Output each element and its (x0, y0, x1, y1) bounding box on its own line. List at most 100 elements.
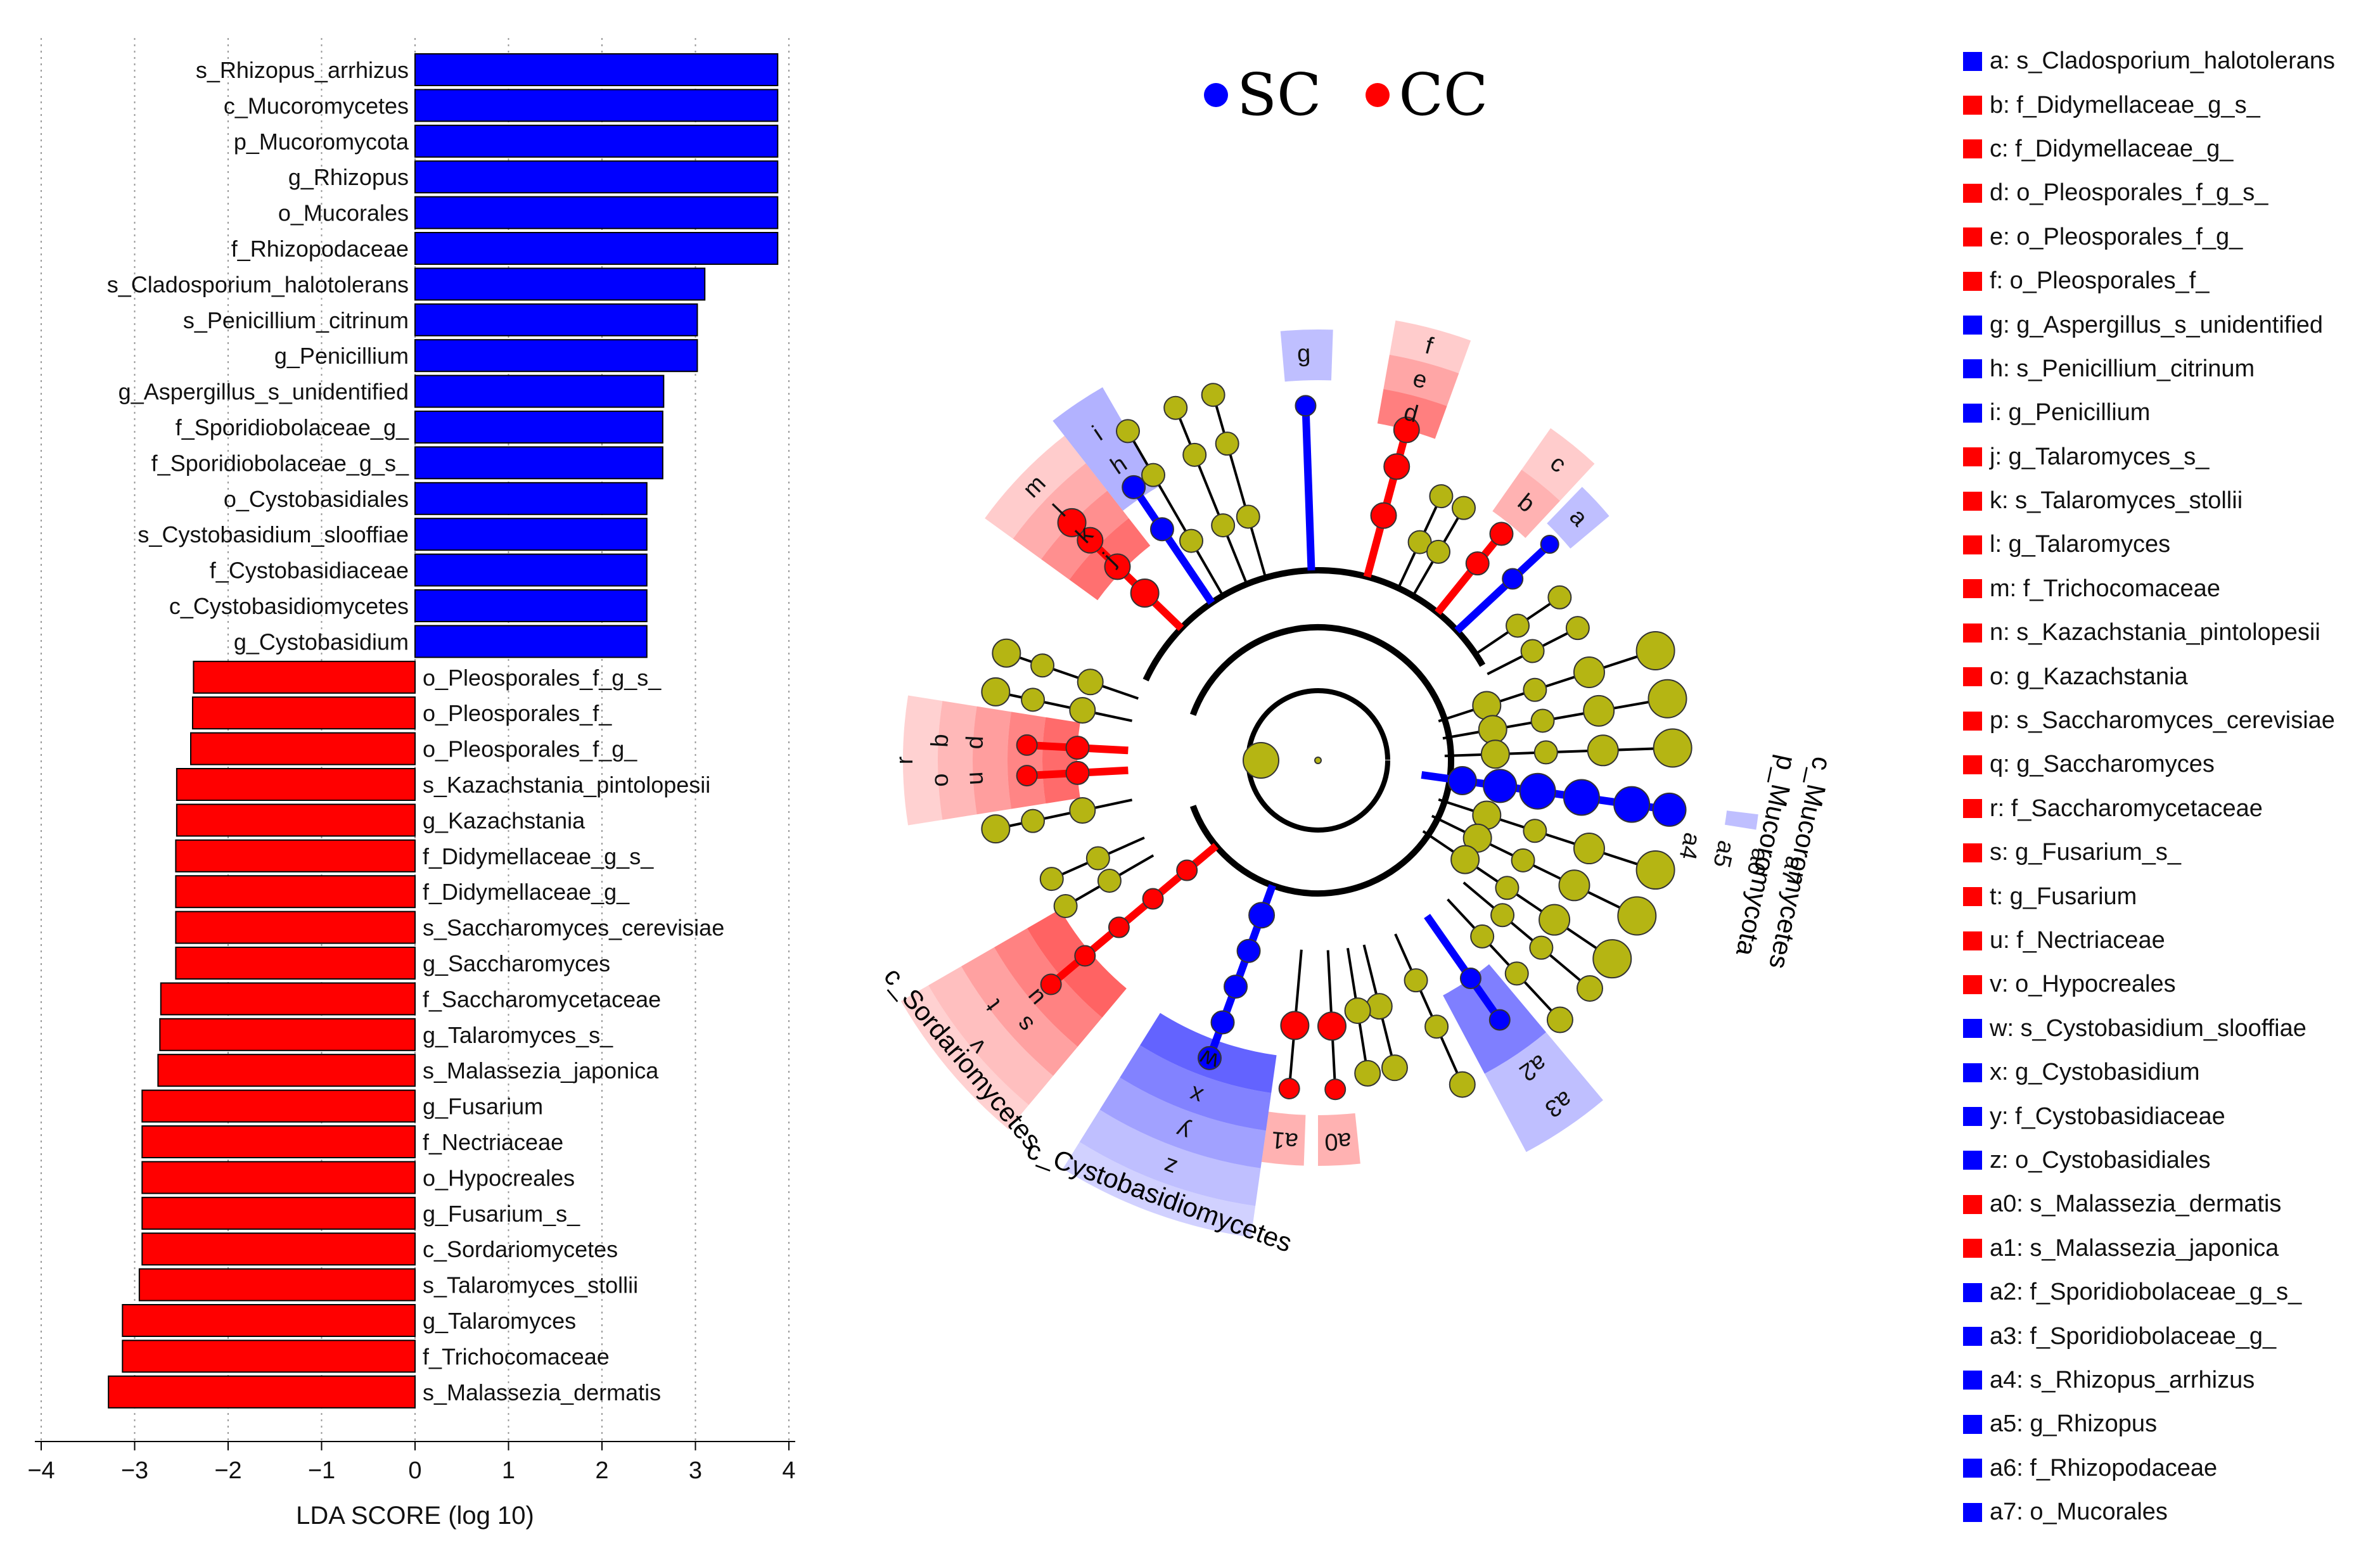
x-tick-label: 1 (502, 1457, 515, 1484)
key-text: u: f_Nectriaceae (1990, 927, 2165, 954)
x-tick-label: −1 (308, 1457, 335, 1484)
clade-node (1370, 502, 1397, 529)
bar-label: f_Cystobasidiaceae (210, 558, 409, 584)
bar (193, 660, 416, 694)
key-item: p: s_Saccharomyces_cerevisiae (1963, 699, 2335, 743)
bar (414, 553, 648, 587)
bar (414, 518, 648, 551)
clade-node (1366, 993, 1393, 1020)
clade-node (1074, 945, 1096, 967)
bar (122, 1340, 416, 1373)
key-item: c: f_Didymellaceae_g_ (1963, 127, 2335, 171)
bar (141, 1125, 416, 1158)
key-text: a2: f_Sporidiobolaceae_g_s_ (1990, 1279, 2302, 1306)
key-text: k: s_Talaromyces_stollii (1990, 487, 2243, 515)
key-swatch (1963, 667, 1982, 687)
clade-wedge (1079, 1109, 1261, 1206)
bar (414, 232, 779, 265)
bar (176, 768, 416, 801)
key-swatch (1963, 711, 1982, 731)
key-item: a3: f_Sporidiobolaceae_g_ (1963, 1314, 2335, 1358)
clade-node (1278, 1078, 1300, 1100)
bar-label: s_Malassezia_dermatis (423, 1379, 661, 1405)
key-text: s: g_Fusarium_s_ (1990, 839, 2182, 866)
clade-wedge (1042, 717, 1080, 804)
clade-letter: g (1296, 340, 1311, 368)
clade-letter: b (926, 733, 954, 748)
key-swatch (1963, 51, 1982, 71)
clade-node (1210, 1010, 1235, 1035)
key-item: t: g_Fusarium (1963, 874, 2335, 918)
bar (414, 124, 779, 158)
clade-node (1116, 419, 1140, 444)
clade-node (1069, 797, 1096, 824)
clade-node (1523, 677, 1547, 702)
bar-label: f_Trichocomaceae (423, 1343, 610, 1369)
bar-label: s_Malassezia_japonica (423, 1058, 659, 1084)
key-item: a2: f_Sporidiobolaceae_g_s_ (1963, 1270, 2335, 1314)
bar (175, 875, 416, 909)
key-swatch (1963, 183, 1982, 203)
key-item: a4: s_Rhizopus_arrhizus (1963, 1359, 2335, 1402)
clade-node (1053, 894, 1078, 918)
clade-node (1176, 859, 1198, 881)
key-swatch (1963, 1019, 1982, 1039)
clade-node (1021, 809, 1046, 833)
bar (141, 1161, 416, 1194)
key-swatch (1963, 975, 1982, 994)
legend-cc: CC (1366, 66, 1488, 124)
clade-node (1097, 869, 1122, 893)
bar-label: f_Didymellaceae_g_s_ (423, 843, 654, 869)
clade-node (1480, 739, 1510, 769)
clade-node (1163, 395, 1188, 420)
key-text: h: s_Penicillium_citrinum (1990, 355, 2255, 382)
key-text: a: s_Cladosporium_halotolerans (1990, 48, 2335, 75)
cladogram: a4 a5 a6 a7a2a3a0a1zyxwc_Cystobasidiomycete… (878, 320, 1838, 1258)
key-text: n: s_Kazachstania_pintolopesii (1990, 619, 2320, 646)
key-swatch (1963, 403, 1982, 423)
key-text: z: o_Cystobasidiales (1990, 1146, 2211, 1173)
clade-nodes (981, 383, 1692, 1101)
clade-letter: u (961, 771, 988, 786)
key-text: q: g_Saccharomyces (1990, 751, 2215, 778)
key-item: a0: s_Malassezia_dermatis (1963, 1182, 2335, 1226)
clade-node (1383, 453, 1411, 480)
clade-letter: a6 (1742, 846, 1774, 878)
clade-node (1236, 504, 1260, 529)
clade-branch (1424, 914, 1474, 981)
bar (159, 1018, 416, 1051)
clade-node (1280, 1011, 1310, 1040)
legend-sc-label: SC (1237, 61, 1322, 129)
key-text: c: f_Didymellaceae_g_ (1990, 135, 2234, 162)
key-item: z: o_Cystobasidiales (1963, 1139, 2335, 1182)
key-swatch (1963, 1194, 1982, 1214)
clade-node (1617, 896, 1657, 936)
key-swatch (1963, 755, 1982, 774)
bar (160, 982, 416, 1016)
bar (414, 303, 698, 336)
clade-branch (1302, 406, 1315, 571)
clade-wedge (1521, 428, 1595, 501)
key-swatch (1963, 316, 1982, 335)
clade-wedge (1724, 810, 1758, 830)
clade-node (1122, 475, 1146, 499)
bar-label: f_Nectriaceae (423, 1129, 563, 1155)
bar-label: o_Hypocreales (423, 1165, 575, 1191)
key-item: w: s_Cystobasidium_slooffiae (1963, 1007, 2335, 1051)
key-text: a5: g_Rhizopus (1990, 1410, 2158, 1438)
clade-node (1057, 508, 1087, 537)
bar-label: s_Rhizopus_arrhizus (196, 57, 409, 83)
clade-node (1483, 769, 1518, 803)
clade-node (1344, 997, 1371, 1025)
bar (157, 1054, 416, 1087)
bar-label: s_Saccharomyces_cerevisiae (423, 915, 724, 941)
bar (414, 625, 648, 658)
bar-label: g_Cystobasidium (234, 629, 409, 655)
key-item: j: g_Talaromyces_s_ (1963, 435, 2335, 479)
bar-label: f_Saccharomycetaceae (423, 986, 661, 1012)
clade-node (1426, 539, 1450, 564)
x-tick-label: 2 (595, 1457, 608, 1484)
clade-wedge (900, 985, 1029, 1130)
bar-label: g_Fusarium (423, 1094, 543, 1120)
clade-wedge (1063, 1142, 1256, 1237)
